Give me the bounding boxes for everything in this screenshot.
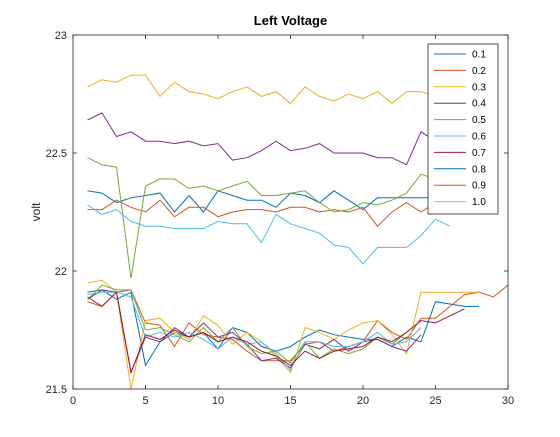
y-tick-label: 22.5 [46, 148, 67, 160]
series-group [87, 74, 509, 390]
legend-label: 0.1 [472, 50, 486, 61]
y-tick-label: 21.5 [46, 384, 67, 396]
legend-box [427, 43, 499, 215]
legend-label: 0.5 [472, 115, 486, 126]
series-line-3 [87, 279, 479, 390]
series-line-1 [87, 289, 479, 367]
x-tick-label: 15 [284, 395, 296, 407]
y-tick-label: 22 [55, 266, 67, 278]
legend-label: 0.4 [472, 99, 486, 110]
x-tick-label: 10 [212, 395, 224, 407]
series-line-7 [87, 291, 465, 375]
legend: 0.1 0.2 0.3 0.4 0.5 0.6 0.7 0.8 0.9 1.0 [427, 43, 499, 215]
legend-label: 0.3 [472, 82, 486, 93]
x-tick-label: 5 [142, 395, 148, 407]
legend-label: 0.7 [472, 148, 486, 159]
legend-label: 0.6 [472, 132, 486, 143]
x-tick-label: 25 [429, 395, 441, 407]
y-axis-label: volt [29, 202, 43, 221]
axes-group: 0 5 10 15 20 25 30 21.5 22 22.5 23 [46, 30, 515, 407]
x-tick-label: 0 [70, 395, 76, 407]
series-line-4 [87, 289, 422, 375]
legend-label: 0.9 [472, 181, 486, 192]
legend-label: 0.8 [472, 164, 486, 175]
y-tick-label: 23 [55, 30, 67, 42]
series-line-10 [87, 74, 465, 105]
series-line-5 [87, 284, 422, 364]
legend-label: 0.2 [472, 66, 486, 77]
series-line-6 [87, 291, 422, 371]
series-line-12 [87, 157, 465, 279]
x-tick-label: 20 [357, 395, 369, 407]
legend-label: 1.0 [472, 197, 486, 208]
chart-title: Left Voltage [254, 13, 327, 28]
series-line-8 [87, 190, 465, 213]
x-tick-label: 30 [502, 395, 514, 407]
series-line-13 [87, 204, 451, 265]
series-line-11 [87, 112, 465, 166]
series-line-9 [87, 199, 465, 227]
